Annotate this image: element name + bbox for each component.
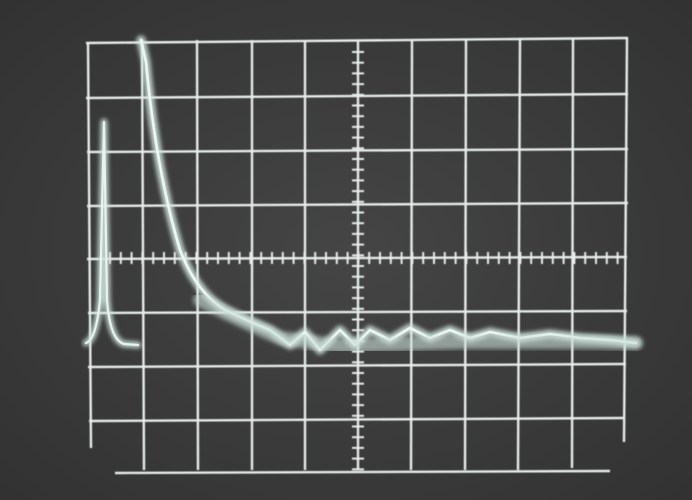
page: (() => { const ns = 'http://www.w3.org/2…: [0, 0, 692, 500]
oscilloscope-photo: [0, 0, 692, 500]
